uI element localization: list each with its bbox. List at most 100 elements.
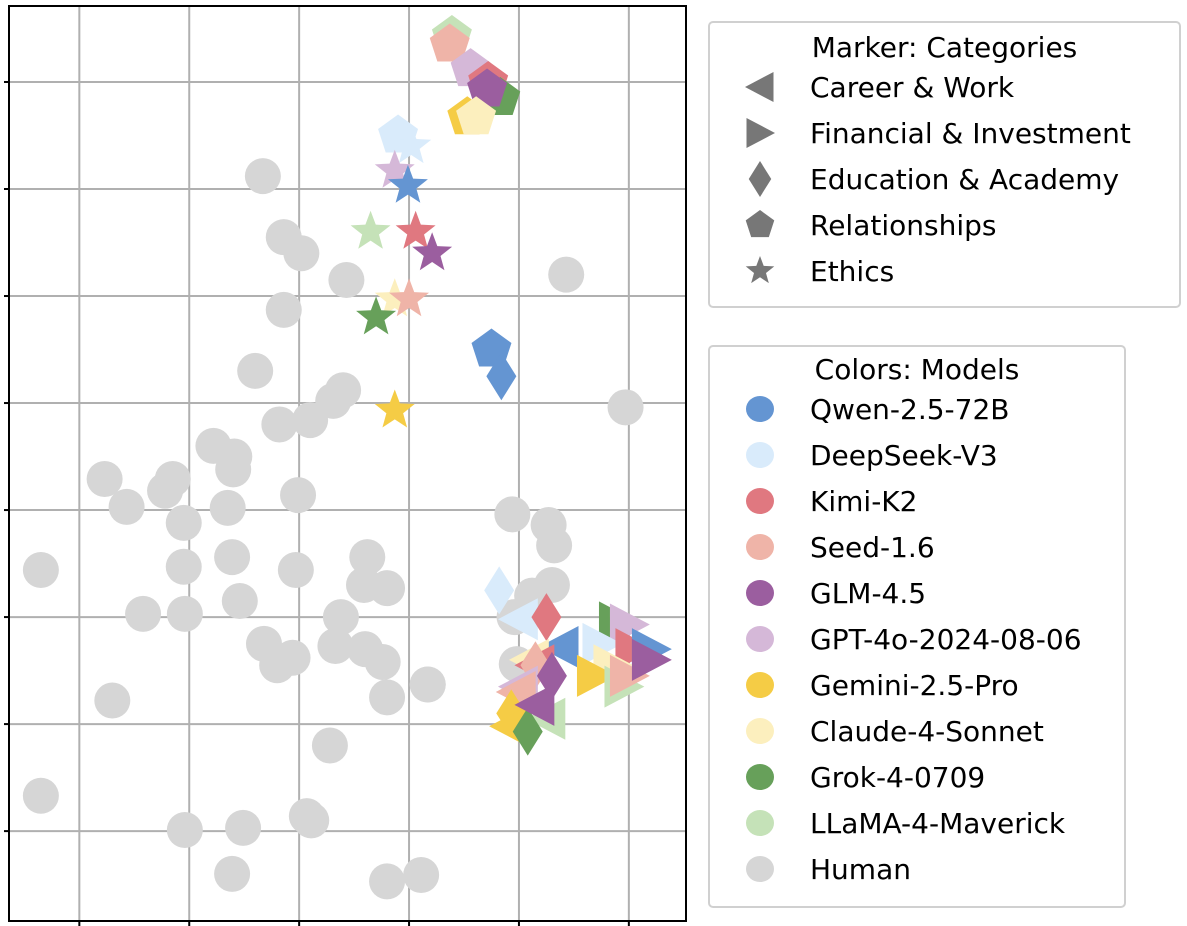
human-point (214, 855, 251, 892)
color-legend-label: Kimi-K2 (810, 484, 918, 518)
model-point-triangle-right (631, 638, 672, 681)
marker-legend-label: Education & Academy (810, 162, 1120, 196)
plot-background (9, 6, 686, 921)
color-legend-label: GLM-4.5 (810, 576, 927, 610)
human-point (86, 461, 123, 498)
marker-legend-item: Career & Work (710, 64, 1179, 110)
color-legend: Colors: Models Qwen-2.5-72B DeepSeek-V3 Ki… (708, 345, 1126, 908)
human-point (403, 856, 440, 893)
color-swatch-icon (730, 389, 790, 429)
human-point (349, 539, 386, 576)
color-swatch-icon (730, 481, 790, 521)
color-swatch-icon (730, 849, 790, 889)
model-point-triangle-left (514, 683, 555, 726)
human-point (166, 812, 203, 849)
color-legend-item: GLM-4.5 (710, 570, 1124, 616)
human-point (237, 352, 274, 389)
color-legend-item: LLaMA-4-Maverick (710, 800, 1124, 846)
model-point-diamond (484, 566, 515, 615)
human-point (409, 666, 446, 703)
color-swatch-icon (730, 665, 790, 705)
color-legend-label: Human (810, 852, 911, 886)
human-point (280, 477, 317, 514)
model-point-star (387, 164, 428, 203)
human-point (265, 291, 302, 328)
color-legend-label: Seed-1.6 (810, 530, 935, 564)
color-legend-title: Colors: Models (814, 353, 1020, 386)
human-point (244, 158, 281, 195)
marker-legend-item: Education & Academy (710, 156, 1179, 202)
model-point-diamond (486, 352, 517, 401)
color-legend-label: GPT-4o-2024-08-06 (810, 622, 1082, 656)
model-point-triangle-right (576, 654, 617, 697)
human-point (225, 809, 262, 846)
human-point (322, 599, 359, 636)
marker-legend-label: Ethics (810, 254, 895, 288)
color-legend-label: Qwen-2.5-72B (810, 392, 1010, 426)
color-swatch-icon (730, 573, 790, 613)
human-point (165, 548, 202, 585)
model-point-triangle-right (609, 654, 650, 697)
marker-legend-label: Career & Work (810, 70, 1015, 104)
color-legend-item: Gemini-2.5-Pro (710, 662, 1124, 708)
human-point (317, 627, 354, 664)
color-legend-item: Kimi-K2 (710, 478, 1124, 524)
human-point (166, 595, 203, 632)
human-point (311, 727, 348, 764)
color-legend-label: Gemini-2.5-Pro (810, 668, 1019, 702)
color-legend-item: Human (710, 846, 1124, 892)
human-point (165, 504, 202, 541)
human-point (328, 261, 365, 298)
axes-frame (8, 5, 687, 922)
human-points (22, 158, 644, 900)
marker-legend-item: Ethics (710, 248, 1179, 294)
model-point-pentagon (467, 68, 508, 107)
color-legend-item: GPT-4o-2024-08-06 (710, 616, 1124, 662)
color-legend-label: DeepSeek-V3 (810, 438, 998, 472)
model-point-pentagon (456, 96, 497, 135)
human-point (94, 682, 131, 719)
model-point-triangle-left (497, 598, 538, 641)
model-point-diamond (512, 707, 543, 756)
human-point (369, 570, 406, 607)
color-legend-item: Grok-4-0709 (710, 754, 1124, 800)
human-point (22, 777, 59, 814)
triangle-left-marker-icon (730, 67, 790, 107)
human-point (22, 551, 59, 588)
color-swatch-icon (730, 803, 790, 843)
color-legend-item: Seed-1.6 (710, 524, 1124, 570)
human-point (108, 488, 145, 525)
human-point (277, 551, 314, 588)
model-point-diamond (536, 651, 567, 700)
model-point-star (412, 232, 453, 271)
model-points (350, 14, 672, 756)
color-swatch-icon (730, 757, 790, 797)
diamond-marker-icon (730, 159, 790, 199)
human-point (221, 583, 258, 620)
human-point (259, 647, 296, 684)
model-point-pentagon (429, 23, 470, 62)
pentagon-marker-icon (730, 205, 790, 245)
marker-legend-item: Relationships (710, 202, 1179, 248)
model-point-star (395, 210, 436, 249)
color-legend-item: Qwen-2.5-72B (710, 386, 1124, 432)
scatter-plot (4, 5, 687, 926)
human-point (147, 472, 184, 509)
model-point-star (374, 389, 415, 428)
human-point (494, 496, 531, 533)
human-point (195, 427, 232, 464)
human-point (315, 382, 352, 419)
marker-legend-label: Relationships (810, 208, 997, 242)
human-point (214, 539, 251, 576)
marker-legend-label: Financial & Investment (810, 116, 1131, 150)
color-legend-item: Claude-4-Sonnet (710, 708, 1124, 754)
human-point (369, 863, 406, 900)
human-point (369, 679, 406, 716)
model-point-triangle-right (582, 622, 623, 665)
marker-legend-item: Financial & Investment (710, 110, 1179, 156)
human-point (261, 406, 298, 443)
color-legend-label: Claude-4-Sonnet (810, 714, 1044, 748)
human-point (607, 389, 644, 426)
color-swatch-icon (730, 435, 790, 475)
human-point (209, 489, 246, 526)
